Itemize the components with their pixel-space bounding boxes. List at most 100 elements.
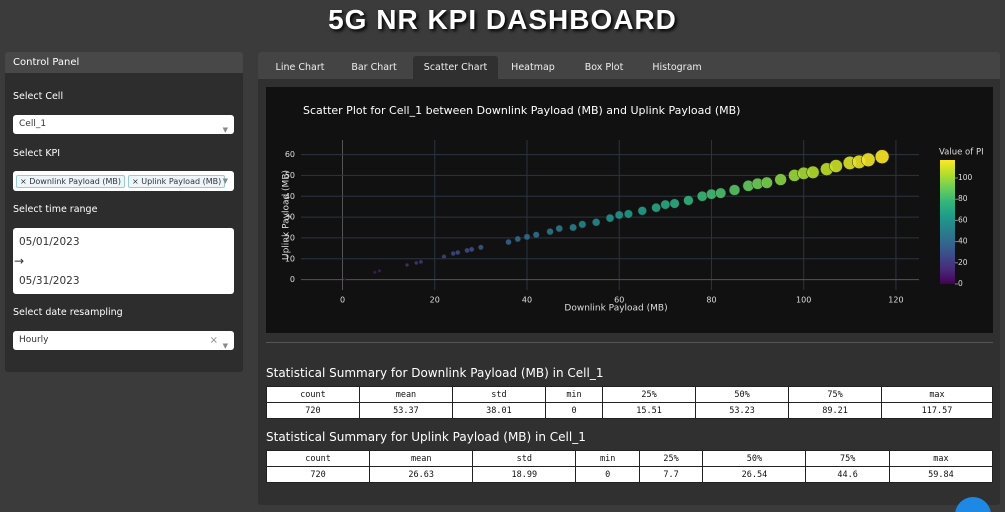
y-tick-label: 50 (285, 171, 295, 180)
point (696, 190, 708, 202)
stats-table: count mean std min 25% 50% 75% max 720 26.63 18.99… (265, 450, 994, 483)
point (441, 254, 447, 260)
y-tick-label: 40 (285, 192, 295, 201)
cell: 0 (544, 402, 604, 419)
colorbar-tick-label: 60 (958, 215, 968, 224)
point (874, 149, 890, 164)
tab[interactable]: Scatter Chart (413, 56, 498, 79)
tab[interactable]: Box Plot (584, 62, 624, 73)
point (706, 188, 717, 200)
table-title: Statistical Summary for Uplink Payload (… (266, 430, 586, 444)
column-header: count (266, 386, 360, 403)
label: Select KPI (13, 148, 61, 159)
point (829, 159, 843, 173)
control-panel: Control Panel Select Cell Cell_1 ▼ Select… (5, 52, 243, 372)
point (569, 223, 577, 232)
tab[interactable]: Heatmap (511, 62, 555, 73)
cell: 89.21 (788, 402, 882, 419)
scroll-button[interactable] (955, 497, 991, 512)
cell: 720 (266, 402, 360, 419)
date-range[interactable]: 05/01/2023 → 05/31/2023 (13, 228, 234, 294)
y-axis-title: Uplink Payload (MB) (282, 170, 292, 260)
point (405, 262, 410, 268)
y-tick-label: 20 (285, 233, 295, 242)
point (555, 224, 563, 233)
column-header: 25% (638, 450, 704, 467)
end-date[interactable]: 05/31/2023 (19, 275, 80, 287)
cell: 15.51 (602, 402, 697, 419)
point (660, 199, 671, 210)
column-header: std (472, 450, 577, 467)
y-tick-label: 10 (285, 254, 295, 263)
cell: 117.57 (881, 402, 993, 419)
chip-text: Downlink Payload (MB) (29, 177, 121, 186)
cell: 44.6 (805, 466, 890, 483)
column-header: 75% (805, 450, 890, 467)
cell: 720 (265, 466, 371, 483)
resampling-dropdown[interactable]: Hourly × ▼ (13, 331, 234, 350)
point (605, 213, 615, 223)
point (478, 244, 484, 251)
tab[interactable]: Histogram (652, 62, 702, 73)
cell-dropdown[interactable]: Cell_1 ▼ (13, 115, 234, 134)
header-row: count mean std min 25% 50% 75% max (266, 386, 993, 403)
colorbar-tick-label: 100 (958, 173, 973, 182)
point (546, 228, 554, 236)
point (774, 173, 787, 186)
point (523, 233, 531, 241)
x-tick-label: 100 (796, 296, 811, 305)
point (861, 152, 876, 167)
point (343, 277, 347, 281)
colorbar-title: Value of PI (939, 148, 984, 158)
x-tick-label: 20 (430, 296, 440, 305)
column-header: count (265, 450, 371, 467)
tab[interactable]: Bar Chart (351, 62, 397, 73)
cell: 38.01 (451, 402, 546, 419)
tab[interactable]: Line Chart (275, 62, 325, 73)
dropdown-value: Cell_1 (19, 119, 47, 129)
colorbar-tick-label: 40 (958, 237, 968, 246)
point (373, 270, 377, 274)
x-tick-label: 120 (888, 296, 903, 305)
point (592, 218, 601, 227)
column-header: 75% (788, 386, 882, 403)
point (578, 220, 587, 229)
point (450, 251, 456, 257)
point (464, 247, 470, 254)
point (468, 246, 475, 253)
kpi-dropdown[interactable]: × Downlink Payload (MB) × Uplink Payload … (13, 171, 234, 191)
kpi-chip[interactable]: × Downlink Payload (MB) (16, 175, 125, 188)
point (806, 165, 820, 179)
cell: 18.99 (472, 466, 577, 483)
point (637, 206, 647, 216)
chart-title: Scatter Plot for Cell_1 between Downlink… (303, 104, 740, 117)
point (514, 235, 522, 243)
value-row: 720 53.37 38.01 0 15.51 53.23 89.21 117.57 (266, 402, 993, 419)
point (532, 231, 540, 239)
value-row: 720 26.63 18.99 0 7.7 26.54 44.6 59.84 (265, 466, 994, 483)
y-tick-label: 0 (290, 275, 295, 284)
point (623, 209, 633, 219)
panel-title: Control Panel (5, 52, 243, 73)
header-row: count mean std min 25% 50% 75% max (265, 450, 994, 467)
kpi-chip[interactable]: × Uplink Payload (MB) (127, 175, 226, 188)
colorbar-tick-label: 0 (958, 279, 963, 288)
cell: 26.63 (369, 466, 474, 483)
stats-table: count mean std min 25% 50% 75% max 720 53.37 38.01… (266, 386, 993, 419)
tab-bar: Line Chart Bar Chart Scatter Chart Heatmap B… (258, 52, 1000, 79)
point (418, 259, 424, 265)
dropdown-value: Hourly (19, 335, 49, 345)
point (455, 249, 461, 256)
cell: 26.54 (702, 466, 807, 483)
start-date[interactable]: 05/01/2023 (19, 236, 80, 248)
colorbar-tick-label: 20 (958, 258, 968, 267)
y-tick-label: 60 (285, 150, 295, 159)
column-header: min (544, 386, 604, 403)
point (760, 176, 773, 189)
column-header: max (888, 450, 994, 467)
page-title: 5G NR KPI DASHBOARD (328, 4, 677, 35)
column-header: min (575, 450, 640, 467)
point (614, 210, 624, 220)
point (715, 187, 727, 199)
x-tick-label: 60 (614, 296, 624, 305)
